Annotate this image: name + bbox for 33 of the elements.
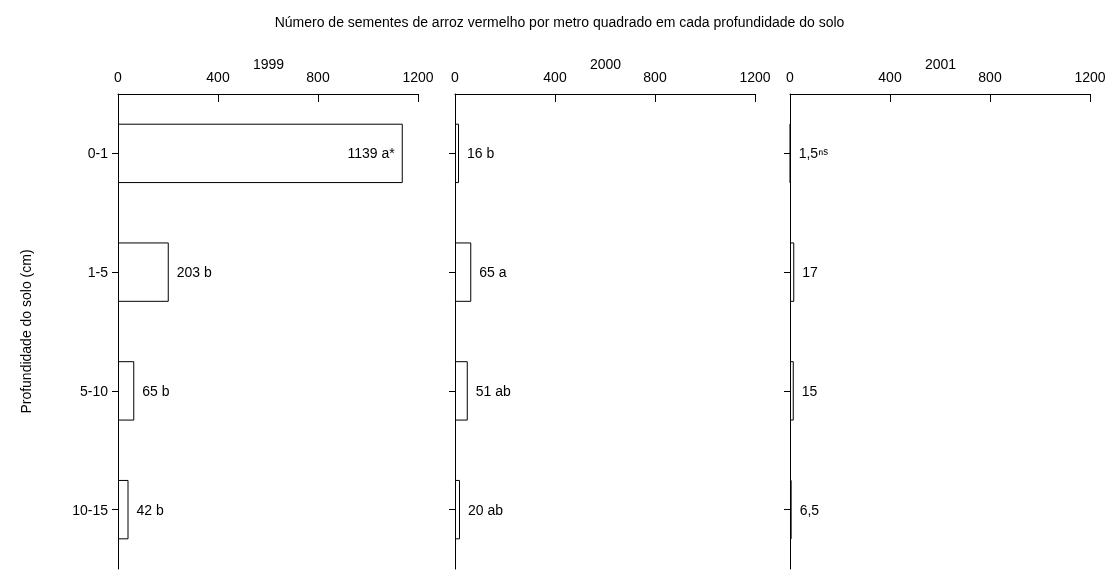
x-tick-label: 0 (786, 69, 795, 85)
x-tick-label: 400 (878, 69, 902, 85)
x-tick-label: 1200 (402, 69, 434, 85)
data-label: 42 b (136, 501, 164, 518)
data-label: 65 b (142, 382, 170, 399)
data-label: 1,5ⁿˢ (798, 145, 829, 162)
chart-subtitle: 2000 (590, 56, 622, 72)
x-tick-label: 800 (978, 69, 1002, 85)
y-tick-label: 10-15 (72, 501, 109, 518)
x-tick-label: 400 (543, 69, 567, 85)
x-tick-label: 800 (306, 69, 330, 85)
x-tick-label: 800 (643, 69, 667, 85)
data-label: 6,5 (799, 501, 820, 518)
y-axis-title: Profundidade do solo (cm) (18, 249, 34, 414)
chart-subtitle: 1999 (253, 56, 285, 72)
text: Número de sementes de arroz vermelho por metro quadrado em cada profundidade do solo (273, 14, 846, 30)
data-label: 1139 a* (347, 145, 396, 162)
data-label: 51 ab (475, 382, 511, 399)
data-label: 20 ab (468, 501, 504, 518)
x-tick-label: 0 (114, 69, 123, 85)
data-label: 16 b (467, 145, 495, 162)
y-tick-label: 0-1 (87, 145, 109, 162)
data-label: 203 b (176, 264, 212, 281)
data-label: 15 (801, 382, 818, 399)
y-tick-label: 5-10 (79, 382, 109, 399)
x-tick-label: 400 (206, 69, 230, 85)
x-tick-label: 0 (451, 69, 460, 85)
chart-subtitle: 2001 (925, 56, 957, 72)
y-tick-label: 1-5 (87, 264, 109, 281)
x-tick-label: 1200 (1074, 69, 1106, 85)
data-label: 65 a (479, 264, 507, 281)
x-tick-label: 1200 (739, 69, 771, 85)
data-label: 17 (802, 264, 819, 281)
